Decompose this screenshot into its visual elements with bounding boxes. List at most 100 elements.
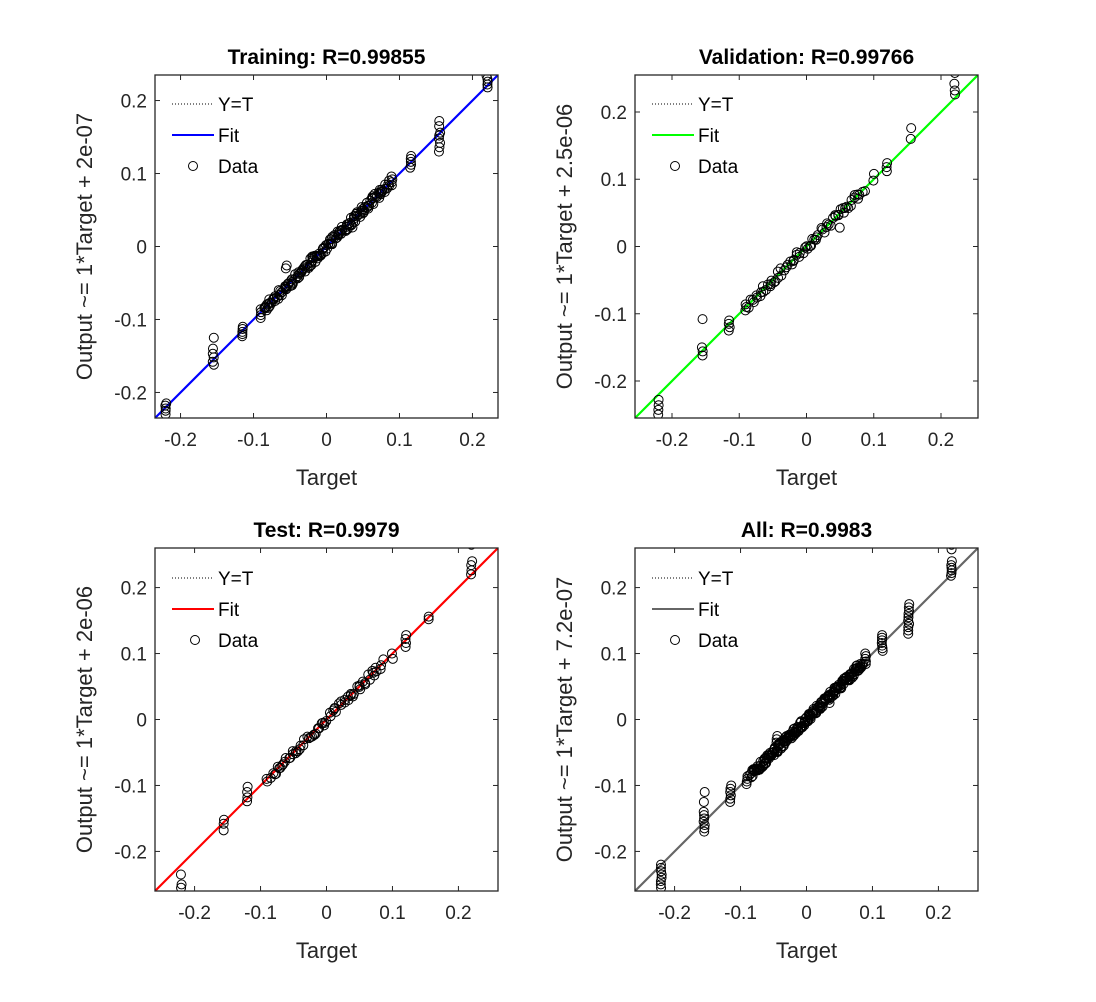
data-point — [295, 740, 306, 751]
data-point — [877, 635, 888, 646]
data-point — [298, 740, 309, 751]
data-point — [294, 744, 305, 755]
data-point — [699, 823, 710, 834]
data-point — [699, 813, 710, 824]
data-point — [858, 658, 869, 669]
data-point — [357, 676, 368, 687]
data-point — [946, 560, 957, 571]
training-title: Training: R=0.99855 — [228, 46, 426, 69]
data-point — [758, 286, 769, 297]
data-point — [218, 818, 229, 829]
data-point — [724, 315, 735, 326]
data-point — [292, 273, 303, 284]
data-point — [794, 248, 805, 259]
data-point — [653, 394, 664, 405]
data-point — [656, 866, 667, 877]
data-point — [742, 771, 753, 782]
data-point — [821, 222, 832, 233]
x-tick-label: -0.1 — [237, 430, 270, 451]
y-tick-label: -0.1 — [114, 310, 147, 331]
data-point — [207, 356, 218, 367]
data-point — [328, 705, 339, 716]
data-point — [859, 186, 870, 197]
training-ylabel: Output ~= 1*Target + 2e-07 — [72, 113, 97, 380]
data-point — [261, 773, 272, 784]
data-point — [904, 599, 915, 610]
data-point — [160, 400, 171, 411]
data-point — [176, 879, 187, 890]
legend-identity-label: Y=T — [698, 569, 734, 590]
y-tick-label: 0.1 — [121, 165, 147, 186]
legend-data-label: Data — [698, 631, 739, 652]
x-tick-label: -0.1 — [723, 430, 756, 451]
data-point — [828, 212, 839, 223]
data-point — [699, 826, 710, 837]
all-title: All: R=0.9983 — [741, 519, 872, 542]
x-tick-label: 0.1 — [379, 903, 405, 924]
data-point — [482, 76, 493, 87]
y-tick-label: 0 — [136, 238, 147, 259]
data-point — [779, 265, 790, 276]
data-point — [207, 343, 218, 354]
data-point — [723, 318, 734, 329]
data-point — [307, 731, 318, 742]
x-tick-label: 0.2 — [445, 903, 471, 924]
x-tick-label: 0.2 — [459, 430, 485, 451]
legend-identity-label: Y=T — [218, 95, 254, 116]
fit-line — [155, 548, 498, 891]
data-point — [378, 654, 389, 665]
data-point — [697, 346, 708, 357]
data-point — [405, 156, 416, 167]
data-point — [903, 608, 914, 619]
data-point — [881, 166, 892, 177]
data-point — [773, 272, 784, 283]
data-point — [433, 133, 444, 144]
data-point — [423, 614, 434, 625]
data-point — [877, 632, 888, 643]
axes-box — [634, 74, 979, 419]
y-tick-label: 0 — [616, 238, 627, 259]
legend-identity-label: Y=T — [218, 569, 254, 590]
data-point — [819, 227, 830, 238]
data-point — [401, 630, 412, 641]
y-tick-label: -0.2 — [594, 372, 627, 393]
data-point — [400, 637, 411, 648]
x-tick-label: -0.2 — [164, 430, 197, 451]
data-point — [802, 243, 813, 254]
x-tick-label: 0.1 — [859, 903, 885, 924]
y-tick-label: -0.1 — [594, 776, 627, 797]
data-point — [383, 179, 394, 190]
data-point — [375, 663, 386, 674]
data-point — [400, 641, 411, 652]
test-legend: Y=T Fit Data — [172, 569, 259, 652]
data-point — [764, 753, 775, 764]
data-point — [811, 232, 822, 243]
training-legend: Y=T Fit Data — [172, 95, 259, 178]
test-title: Test: R=0.9979 — [253, 519, 399, 542]
data-point — [406, 151, 417, 162]
data-point — [854, 189, 865, 200]
data-point — [278, 759, 289, 770]
data-point — [696, 342, 707, 353]
data-point — [868, 168, 879, 179]
data-point — [339, 697, 350, 708]
data-point — [946, 562, 957, 573]
data-point — [853, 193, 864, 204]
y-tick-label: 0 — [136, 711, 147, 732]
x-tick-label: -0.2 — [178, 903, 211, 924]
data-point — [950, 75, 960, 78]
data-point — [697, 314, 708, 325]
validation-plot: Validation: R=0.99766 Target Output ~= 1… — [552, 46, 979, 490]
x-tick-label: 0 — [801, 430, 812, 451]
data-point — [903, 625, 914, 636]
data-point — [766, 275, 777, 286]
x-tick-label: 0 — [321, 430, 332, 451]
training-xlabel: Target — [296, 465, 357, 490]
data-point — [292, 746, 303, 757]
data-point — [218, 814, 229, 825]
data-point — [370, 662, 381, 673]
data-marker-sample — [670, 161, 680, 171]
y-tick-label: 0.2 — [601, 579, 627, 600]
data-point — [435, 137, 446, 148]
